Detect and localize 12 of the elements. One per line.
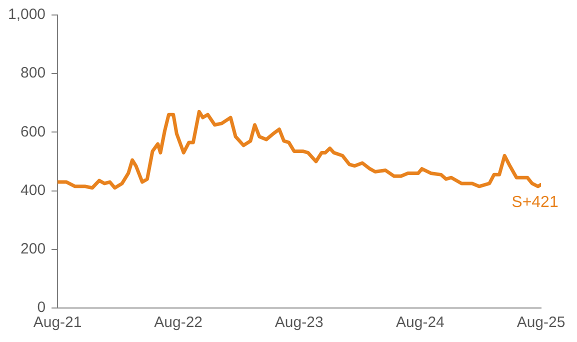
y-tick-label: 800: [20, 64, 46, 82]
x-tick-label: Aug-22: [154, 314, 203, 332]
x-tick-label: Aug-25: [516, 314, 566, 332]
x-tick-label: Aug-23: [274, 314, 324, 332]
y-tick-label: 400: [20, 182, 46, 199]
x-tick-label: Aug-24: [396, 314, 444, 332]
y-tick-label: 200: [20, 240, 46, 258]
x-tick-label: Aug-21: [33, 314, 82, 332]
y-tick-label: 600: [20, 123, 46, 140]
annotation: S+421: [512, 194, 558, 212]
y-tick-label: 0: [37, 299, 46, 316]
y-tick-label: 1,000: [8, 6, 46, 24]
